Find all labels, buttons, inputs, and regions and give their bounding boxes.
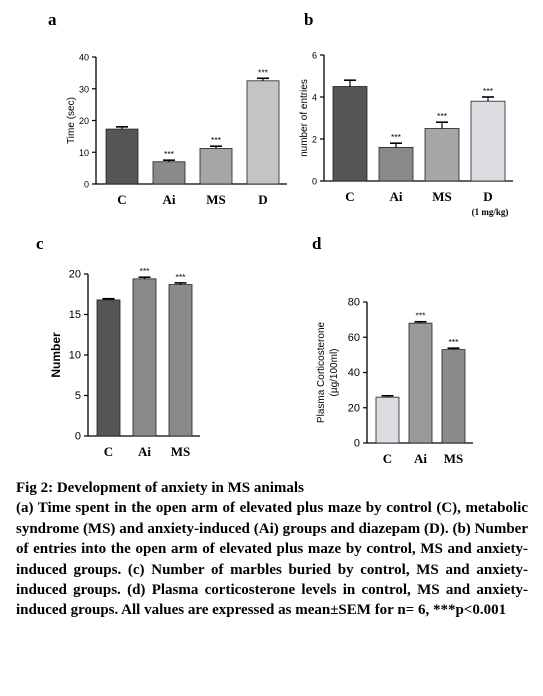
category-label-a: MS bbox=[206, 192, 226, 207]
caption-body: (a) Time spent in the open arm of elevat… bbox=[16, 500, 528, 619]
y-tick-label-a: 40 bbox=[79, 53, 89, 63]
category-label-b: MS bbox=[432, 189, 452, 204]
significance-label-b: *** bbox=[391, 132, 402, 142]
figure-caption: Fig 2: Development of anxiety in MS anim… bbox=[16, 478, 528, 621]
bar-d-MS bbox=[441, 349, 466, 444]
y-tick-label-d: 0 bbox=[354, 438, 360, 450]
y-tick-label-d: 40 bbox=[348, 367, 360, 379]
y-tick-label-c: 5 bbox=[75, 390, 81, 402]
bar-a-D bbox=[246, 80, 280, 185]
category-label-b: Ai bbox=[390, 189, 403, 204]
y-tick-label-d: 60 bbox=[348, 332, 360, 344]
bar-a-C bbox=[105, 128, 139, 185]
category-label-c: MS bbox=[171, 444, 191, 459]
y-tick-label-b: 4 bbox=[312, 93, 317, 103]
significance-label-c: *** bbox=[140, 266, 151, 276]
category-label-d: MS bbox=[444, 451, 464, 466]
y-tick-label-d: 80 bbox=[348, 297, 360, 309]
bar-a-MS bbox=[199, 148, 233, 185]
bar-b-MS bbox=[424, 128, 460, 182]
y-tick-label-c: 15 bbox=[69, 309, 81, 321]
category-label-c: C bbox=[104, 444, 113, 459]
significance-label-a: *** bbox=[164, 149, 175, 159]
y-tick-label-a: 20 bbox=[79, 116, 89, 126]
category-label-b: D bbox=[483, 189, 492, 204]
panel-label-a: a bbox=[48, 10, 57, 29]
category-label-a: C bbox=[117, 192, 126, 207]
y-tick-label-a: 10 bbox=[79, 148, 89, 158]
dose-note-b: (1 mg/kg) bbox=[472, 207, 509, 217]
y-tick-label-d: 20 bbox=[348, 402, 360, 414]
significance-label-d: *** bbox=[416, 311, 427, 321]
y-axis-label-a: Time (sec) bbox=[66, 97, 77, 144]
significance-label-c: *** bbox=[176, 272, 187, 282]
panel-label-d: d bbox=[312, 234, 322, 253]
y-tick-label-c: 0 bbox=[75, 431, 81, 443]
bar-b-C bbox=[332, 86, 368, 182]
category-label-a: Ai bbox=[163, 192, 176, 207]
y-tick-label-a: 30 bbox=[79, 84, 89, 94]
significance-label-a: *** bbox=[258, 67, 269, 77]
significance-label-d: *** bbox=[449, 337, 460, 347]
significance-label-b: *** bbox=[483, 86, 494, 96]
significance-label-a: *** bbox=[211, 135, 222, 145]
y-tick-label-b: 2 bbox=[312, 135, 317, 145]
y-axis-label-c: Number bbox=[49, 332, 63, 378]
y-axis-label-d: (µg/100ml) bbox=[329, 349, 340, 397]
category-label-b: C bbox=[345, 189, 354, 204]
category-label-c: Ai bbox=[138, 444, 151, 459]
y-tick-label-b: 6 bbox=[312, 51, 317, 61]
panel-label-b: b bbox=[304, 10, 314, 29]
significance-label-b: *** bbox=[437, 111, 448, 121]
bar-d-Ai bbox=[408, 322, 433, 444]
category-label-d: C bbox=[383, 451, 392, 466]
bar-d-C bbox=[375, 396, 400, 444]
category-label-d: Ai bbox=[414, 451, 427, 466]
y-tick-label-c: 10 bbox=[69, 350, 81, 362]
y-tick-label-a: 0 bbox=[84, 180, 89, 190]
caption-title: Fig 2: Development of anxiety in MS anim… bbox=[16, 480, 304, 496]
bar-b-D bbox=[470, 100, 506, 182]
y-tick-label-b: 0 bbox=[312, 177, 317, 187]
y-tick-label-c: 20 bbox=[69, 269, 81, 281]
category-label-a: D bbox=[258, 192, 267, 207]
y-axis-label-d: Plasma Corticosterone bbox=[316, 321, 327, 423]
panel-label-c: c bbox=[36, 234, 44, 253]
y-axis-label-b: number of entries bbox=[299, 79, 310, 157]
